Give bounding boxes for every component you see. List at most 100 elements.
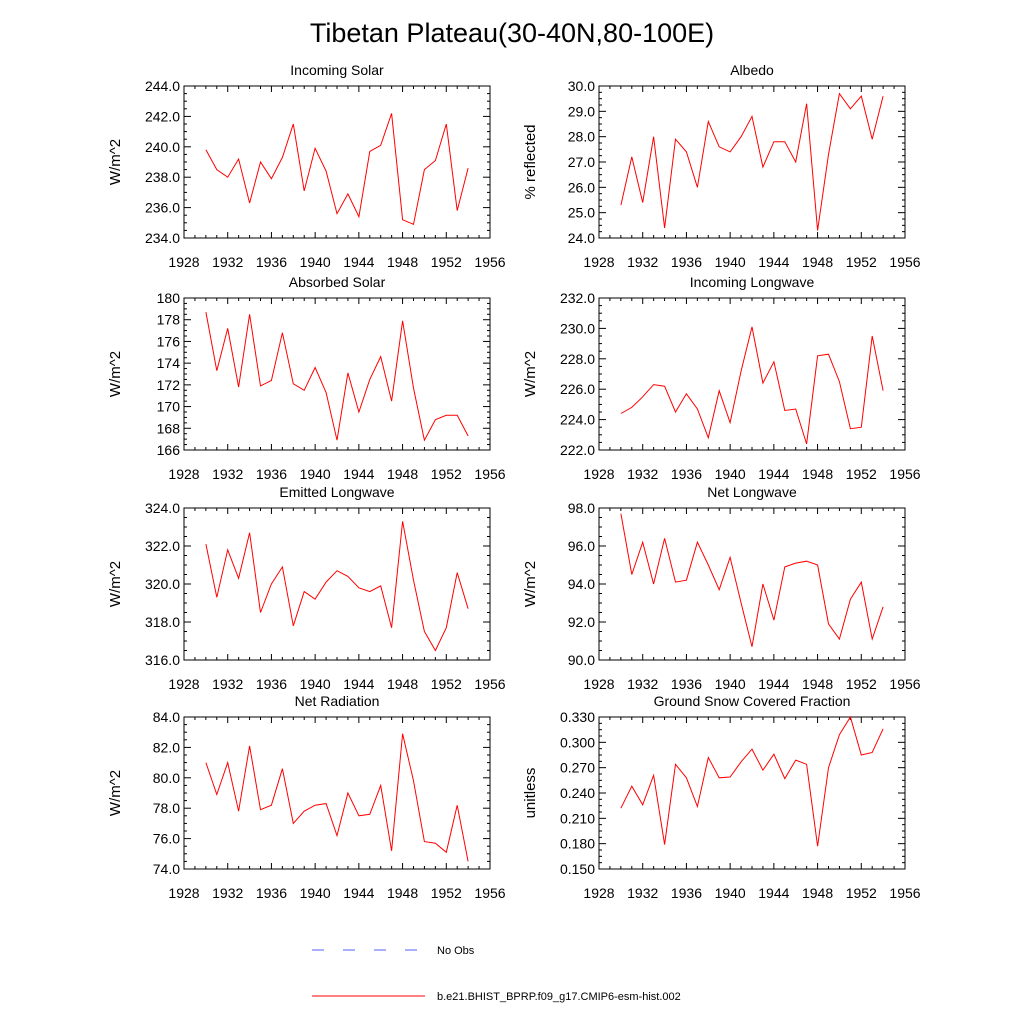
panel-net-longwave-ytick-label: 94.0 [568, 576, 595, 592]
panel-emitted-longwave-xtick-label: 1936 [256, 676, 287, 692]
panel-emitted-longwave-ylabel: W/m^2 [107, 561, 124, 607]
panel-incoming-solar-ytick-label: 242.0 [145, 108, 180, 124]
panel-net-longwave-xtick-label: 1932 [627, 676, 658, 692]
panel-emitted-longwave: Emitted Longwave W/m^2 1928 1932 1936 1940 194… [107, 484, 506, 692]
panel-net-radiation-xtick-label: 1936 [256, 885, 287, 901]
panel-net-radiation-frame [183, 716, 491, 870]
panel-emitted-longwave-ytick-label: 318.0 [145, 614, 180, 630]
panel-emitted-longwave-ytick-label: 324.0 [145, 500, 180, 516]
panel-ground-snow-covered-fraction-xtick-label: 1928 [583, 885, 614, 901]
panel-incoming-solar-frame [183, 85, 491, 239]
panel-net-radiation-xtick-label: 1956 [474, 885, 505, 901]
panel-emitted-longwave-ytick-label: 322.0 [145, 538, 180, 554]
panel-albedo-xtick-label: 1928 [583, 254, 614, 270]
panel-incoming-solar-ytick-label: 244.0 [145, 78, 180, 94]
panel-ground-snow-covered-fraction: Ground Snow Covered Fraction unitless 1928… [522, 693, 921, 901]
panel-albedo-ylabel: % reflected [522, 124, 539, 199]
panel-incoming-longwave-xtick-label: 1928 [583, 466, 614, 482]
panel-absorbed-solar: Absorbed Solar W/m^2 1928 1932 1936 1940 1944 1… [107, 274, 506, 482]
panel-incoming-longwave-ytick-label: 228.0 [560, 351, 595, 367]
panel-ground-snow-covered-fraction-ytick-label: 0.240 [560, 785, 595, 801]
panel-net-radiation-ytick-label: 76.0 [153, 831, 180, 847]
panel-albedo-xtick-label: 1940 [715, 254, 746, 270]
panel-absorbed-solar-ytick-label: 180 [157, 290, 181, 306]
panel-ground-snow-covered-fraction-xtick-label: 1948 [802, 885, 833, 901]
panel-ground-snow-covered-fraction-xtick-label: 1952 [846, 885, 877, 901]
panel-net-radiation-ytick-label: 84.0 [153, 709, 180, 725]
panel-incoming-solar-ytick-label: 238.0 [145, 169, 180, 185]
panel-albedo-ytick-label: 26.0 [568, 179, 595, 195]
panel-incoming-solar-title: Incoming Solar [290, 62, 384, 78]
panel-net-longwave-xtick-label: 1940 [715, 676, 746, 692]
panel-absorbed-solar-ytick-label: 174 [157, 355, 181, 371]
panel-net-longwave-title: Net Longwave [707, 484, 797, 500]
panel-absorbed-solar-title: Absorbed Solar [289, 274, 386, 290]
panel-emitted-longwave-series-line [205, 521, 469, 652]
panel-incoming-longwave-title: Incoming Longwave [690, 274, 815, 290]
panel-incoming-solar-xtick-label: 1948 [387, 254, 418, 270]
panel-emitted-longwave-xtick-label: 1932 [212, 676, 243, 692]
panel-ground-snow-covered-fraction-ytick-label: 0.300 [560, 734, 595, 750]
panel-emitted-longwave-ytick-label: 320.0 [145, 576, 180, 592]
panel-absorbed-solar-ytick-label: 176 [157, 333, 181, 349]
panel-incoming-longwave-ytick-label: 224.0 [560, 412, 595, 428]
panel-absorbed-solar-xtick-label: 1928 [168, 466, 199, 482]
panel-absorbed-solar-xtick-label: 1932 [212, 466, 243, 482]
panel-absorbed-solar-xtick-label: 1944 [343, 466, 374, 482]
panel-ground-snow-covered-fraction-ytick-label: 0.150 [560, 861, 595, 877]
panel-ground-snow-covered-fraction-ytick-label: 0.180 [560, 836, 595, 852]
panel-incoming-solar-ytick-label: 240.0 [145, 139, 180, 155]
panel-incoming-longwave-xtick-label: 1948 [802, 466, 833, 482]
panel-incoming-longwave-ytick-label: 222.0 [560, 442, 595, 458]
panel-incoming-solar-ylabel: W/m^2 [107, 139, 124, 185]
panel-net-longwave-series-line [620, 513, 884, 647]
panel-net-radiation-series-line [205, 733, 469, 862]
panel-net-radiation-xtick-label: 1932 [212, 885, 243, 901]
panel-absorbed-solar-frame [183, 297, 491, 451]
panel-albedo-xtick-label: 1948 [802, 254, 833, 270]
panel-incoming-solar-ytick-label: 236.0 [145, 200, 180, 216]
panel-net-radiation-ylabel: W/m^2 [107, 770, 124, 816]
panel-net-radiation: Net Radiation W/m^2 1928 1932 1936 1940 1944 19… [107, 693, 506, 901]
panel-net-longwave-ytick-label: 96.0 [568, 538, 595, 554]
panel-albedo-frame [598, 85, 906, 239]
panel-incoming-solar-xtick-label: 1944 [343, 254, 374, 270]
panel-absorbed-solar-xtick-label: 1940 [300, 466, 331, 482]
panel-incoming-longwave-xtick-label: 1940 [715, 466, 746, 482]
panel-albedo-ytick-label: 25.0 [568, 205, 595, 221]
panel-albedo-xtick-label: 1932 [627, 254, 658, 270]
legend-label-no-obs: No Obs [437, 945, 475, 957]
panel-albedo-ytick-label: 24.0 [568, 230, 595, 246]
panel-incoming-solar-series-line [205, 113, 469, 225]
panel-incoming-longwave: Incoming Longwave W/m^2 1928 1932 1936 1940 19… [522, 274, 921, 482]
panel-net-radiation-xtick-label: 1928 [168, 885, 199, 901]
panel-albedo-title: Albedo [730, 62, 774, 78]
panel-net-longwave-xtick-label: 1956 [889, 676, 920, 692]
panel-emitted-longwave-xtick-label: 1948 [387, 676, 418, 692]
panel-absorbed-solar-xtick-label: 1948 [387, 466, 418, 482]
panel-ground-snow-covered-fraction-frame [598, 716, 906, 870]
panel-incoming-longwave-xtick-label: 1956 [889, 466, 920, 482]
panel-net-radiation-xtick-label: 1948 [387, 885, 418, 901]
panel-net-longwave-ytick-label: 98.0 [568, 500, 595, 516]
panel-albedo-ytick-label: 27.0 [568, 154, 595, 170]
panel-net-longwave-xtick-label: 1944 [758, 676, 789, 692]
panel-absorbed-solar-ytick-label: 178 [157, 312, 181, 328]
panel-ground-snow-covered-fraction-xtick-label: 1944 [758, 885, 789, 901]
panel-net-longwave-xtick-label: 1948 [802, 676, 833, 692]
panel-emitted-longwave-title: Emitted Longwave [279, 484, 394, 500]
panel-albedo-xtick-label: 1952 [846, 254, 877, 270]
panel-absorbed-solar-ytick-label: 172 [157, 377, 181, 393]
panel-incoming-solar: Incoming Solar W/m^2 1928 1932 1936 1940 1944 1… [107, 62, 506, 270]
panel-net-radiation-title: Net Radiation [295, 693, 380, 709]
panel-net-radiation-xtick-label: 1940 [300, 885, 331, 901]
panel-incoming-solar-xtick-label: 1956 [474, 254, 505, 270]
panel-absorbed-solar-ytick-label: 168 [157, 420, 181, 436]
panel-emitted-longwave-frame [183, 507, 491, 661]
panel-ground-snow-covered-fraction-xtick-label: 1932 [627, 885, 658, 901]
panel-ground-snow-covered-fraction-ytick-label: 0.210 [560, 810, 595, 826]
panel-ground-snow-covered-fraction-ylabel: unitless [522, 768, 539, 819]
panel-incoming-solar-xtick-label: 1940 [300, 254, 331, 270]
panel-incoming-longwave-ytick-label: 230.0 [560, 320, 595, 336]
